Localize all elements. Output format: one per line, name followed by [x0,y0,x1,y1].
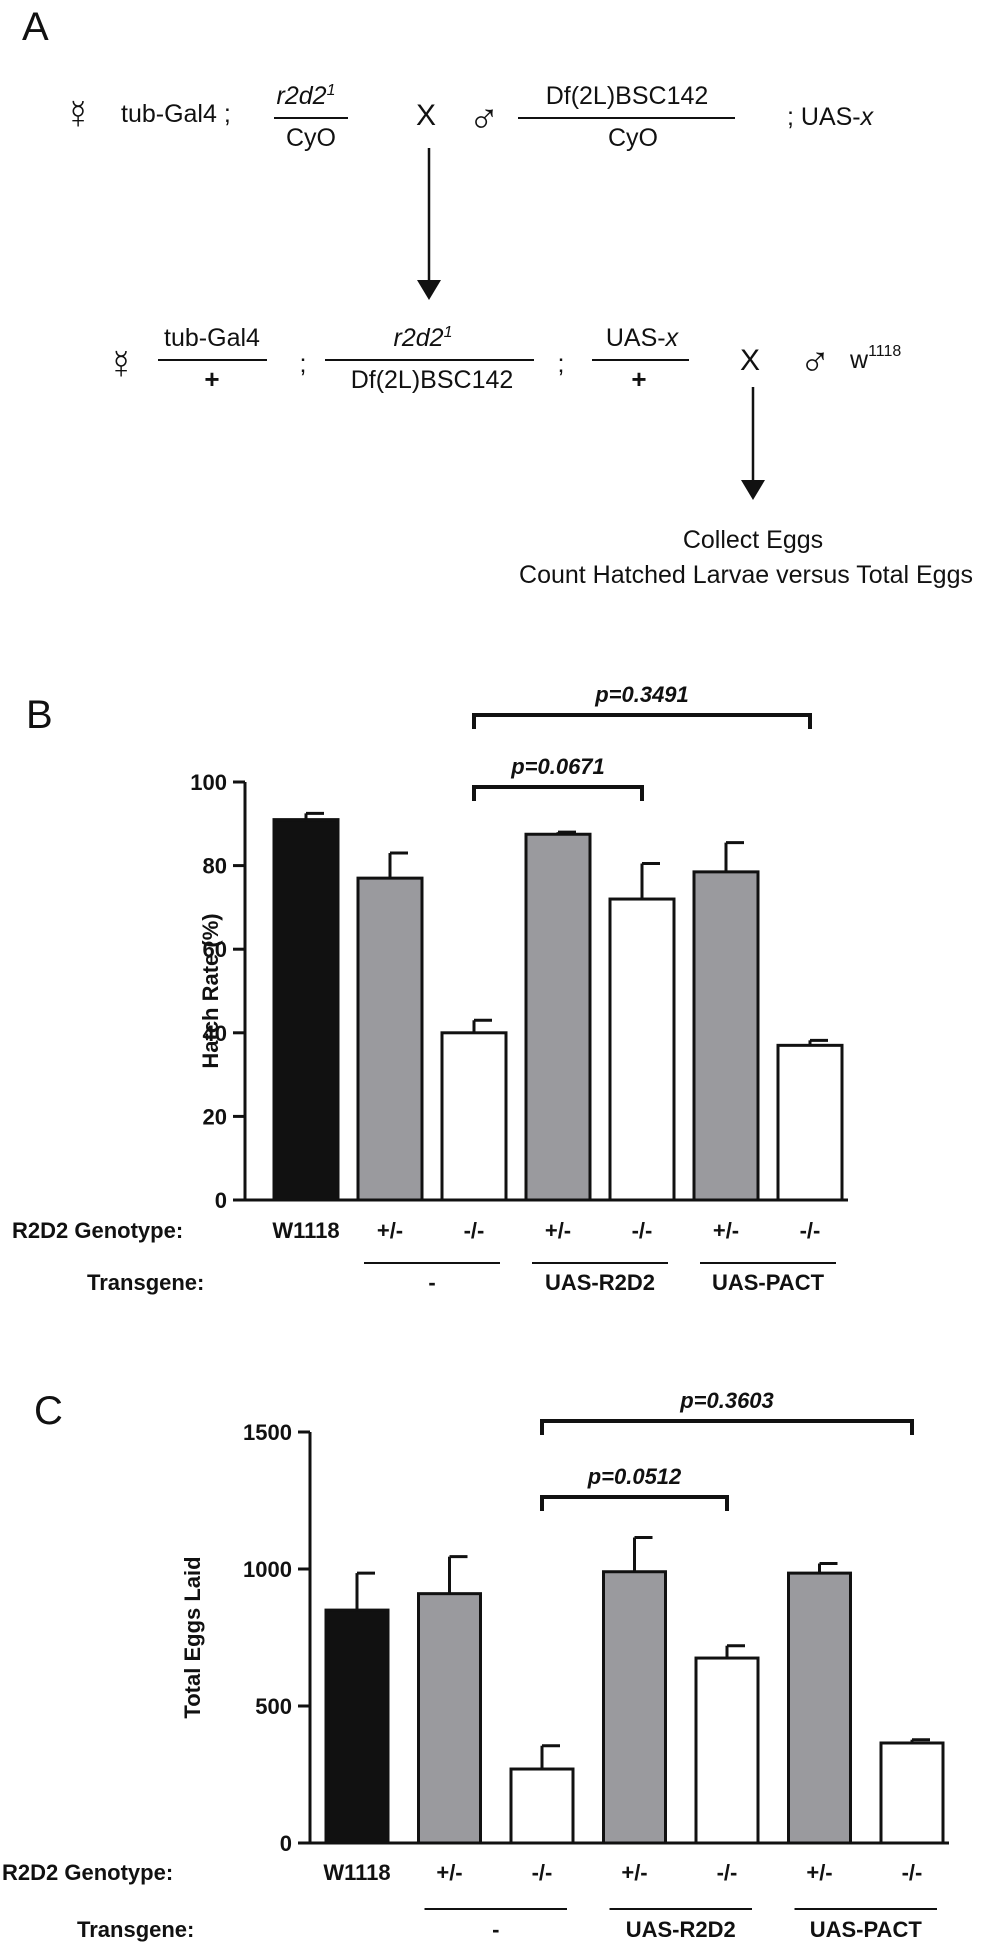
parent-tub-gal4: tub-Gal4 ; [121,100,231,128]
category-label: -/- [464,1218,485,1243]
y-tick-label: 40 [203,1021,227,1046]
transgene-group-label: UAS-PACT [810,1917,923,1942]
category-label: +/- [545,1218,571,1243]
bar [324,1608,390,1845]
cross-symbol-1: X [416,99,436,132]
y-tick-label: 500 [255,1694,292,1719]
category-label: -/- [800,1218,821,1243]
category-label: +/- [806,1860,832,1885]
w1118-label: w1118 [849,343,901,374]
transgene-group-label: - [492,1917,499,1942]
significance-bracket [540,1495,729,1511]
bar [440,1031,508,1202]
category-label: +/- [713,1218,739,1243]
collect-eggs-text: Collect Eggs [683,526,823,554]
f1-tub-gal4: tub-Gal4 [164,324,260,352]
bar [602,1570,667,1845]
bar [776,1043,844,1202]
f1-sep-2: ; [558,350,565,378]
genotype-row-label: R2D2 Genotype: [12,1218,183,1243]
category-label: W1118 [323,1860,390,1885]
bar [694,1656,760,1845]
significance-bracket [472,713,812,729]
parent-df-allele: Df(2L)BSC142 [546,82,709,110]
arrow-2-head-icon [741,480,765,500]
f1-sep-1: ; [300,350,307,378]
category-label: -/- [902,1860,923,1885]
p-value-label: p=0.3603 [679,1388,774,1413]
f1-tub-gal4-bottom: + [204,364,219,394]
chart-hatch-rate: 0 20 40 60 80 100 Hatch Rate (%) W1118 +/- -/- +/-… [12,682,848,1295]
panel-b-label: B [26,693,53,737]
f1-df-allele: Df(2L)BSC142 [351,366,514,394]
bar [879,1741,945,1845]
bar [787,1571,852,1845]
category-label: +/- [621,1860,647,1885]
bar [509,1767,575,1845]
bar [608,897,676,1202]
p-value-label: p=0.3491 [594,682,689,707]
bar [272,818,340,1202]
f1-uas-bottom: + [631,364,646,394]
bar [417,1592,482,1845]
significance-bracket [472,785,644,801]
transgene-group-label: UAS-R2D2 [545,1270,655,1295]
male-symbol-icon: ♂ [468,95,500,142]
y-axis-label: Hatch Rate (%) [198,913,223,1068]
significance-bracket [540,1419,914,1435]
parent-r2d2-allele: r2d21 [277,82,336,110]
y-tick-label: 1000 [243,1557,292,1582]
arrow-1-head-icon [417,280,441,300]
transgene-group-label: - [428,1270,435,1295]
panel-c-label: C [34,1389,63,1433]
y-tick-label: 0 [215,1188,227,1213]
y-tick-label: 0 [280,1831,292,1856]
f1-female-symbol-icon: ☿ [106,343,136,387]
female-symbol-icon: ☿ [63,93,93,137]
transgene-group-label: UAS-R2D2 [626,1917,736,1942]
f1-uas-x: UAS-x [606,324,680,352]
y-tick-label: 1500 [243,1420,292,1445]
parent-cyo-left: CyO [286,124,336,152]
transgene-group-label: UAS-PACT [712,1270,825,1295]
parent-cyo-right: CyO [608,124,658,152]
bar [524,832,592,1202]
category-label: W1118 [272,1218,339,1243]
y-tick-label: 60 [203,937,227,962]
y-tick-label: 20 [203,1104,227,1129]
y-axis-label: Total Eggs Laid [180,1556,205,1718]
panel-a-label: A [22,5,49,49]
f1-male-symbol-icon: ♂ [799,338,831,385]
p-value-label: p=0.0671 [510,754,605,779]
category-label: +/- [377,1218,403,1243]
p-value-label: p=0.0512 [587,1464,682,1489]
y-tick-label: 80 [203,854,227,879]
panel-a: A ☿ tub-Gal4 ; r2d21 CyO X ♂ Df(2L)BSC14… [22,5,973,589]
transgene-row-label: Transgene: [87,1270,204,1295]
parent-uas-x: ; UAS-x [787,103,875,131]
bar [356,876,424,1202]
category-label: -/- [632,1218,653,1243]
category-label: -/- [532,1860,553,1885]
chart-total-eggs: 0 500 1000 1500 Total Eggs Laid W1118 +/- -/- +/… [2,1388,949,1942]
y-tick-label: 100 [190,770,227,795]
bar [692,870,760,1202]
category-label: -/- [717,1860,738,1885]
category-label: +/- [436,1860,462,1885]
cross-symbol-2: X [740,344,760,377]
genotype-row-label: R2D2 Genotype: [2,1860,173,1885]
count-larvae-text: Count Hatched Larvae versus Total Eggs [519,561,973,589]
transgene-row-label: Transgene: [77,1917,194,1942]
f1-r2d2-allele: r2d21 [394,324,453,352]
